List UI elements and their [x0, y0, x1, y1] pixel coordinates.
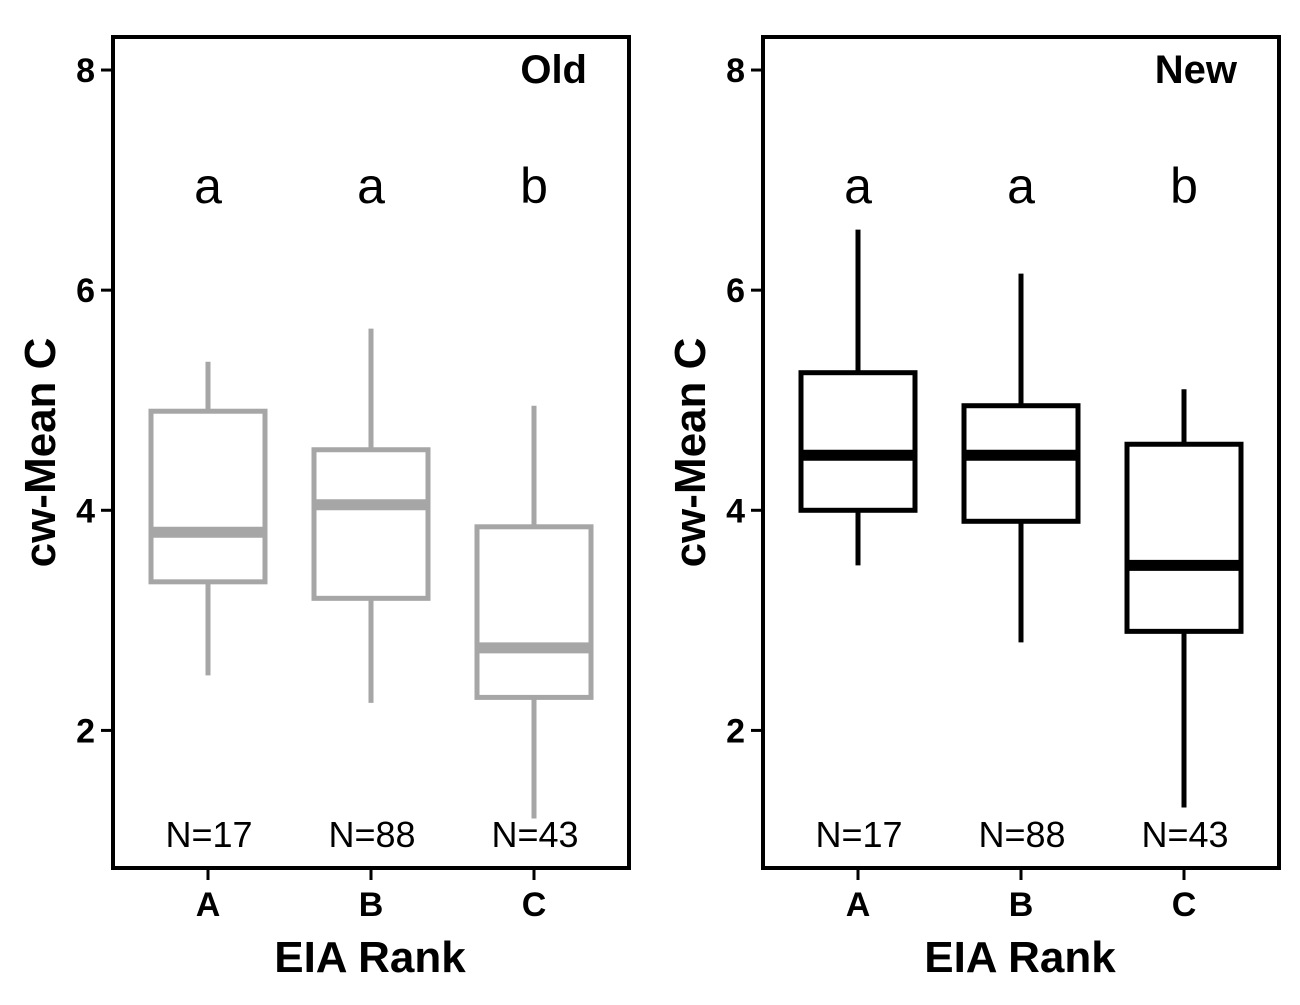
panel-title: New: [1155, 48, 1238, 92]
iqr-box: [961, 403, 1081, 524]
x-tick-label: B: [1009, 886, 1034, 924]
sample-size-label: N=88: [328, 814, 415, 855]
box-B: Ba N=88: [311, 158, 431, 924]
sample-size-label: N=43: [491, 814, 578, 855]
y-axis-title: cw-Mean C: [666, 338, 715, 568]
group-letter: b: [1170, 158, 1198, 214]
x-tick-label: B: [359, 886, 384, 924]
box-C: Cb N=43: [1124, 158, 1244, 924]
chart-panel-2: 2 4 6 8 cw-Mean C EIA Rank New Aa N=17 Ba N=88 Cb N=…: [666, 35, 1281, 982]
y-tick-label: 2: [76, 712, 95, 750]
x-tick-label: A: [846, 886, 871, 924]
panel-title: Old: [520, 48, 587, 92]
iqr-box: [474, 524, 594, 700]
y-tick-label: 8: [726, 52, 745, 90]
box-C: Cb N=43: [474, 158, 594, 924]
group-letter: a: [357, 158, 385, 214]
sample-size-label: N=88: [978, 814, 1065, 855]
chart-panel-1: 2 4 6 8 cw-Mean C EIA Rank Old Aa N=17 Ba N=88 Cb N=…: [16, 35, 631, 982]
sample-size-label: N=17: [165, 814, 252, 855]
box-A: Aa N=17: [798, 158, 918, 924]
y-axis-title: cw-Mean C: [16, 338, 65, 568]
x-tick-label: C: [522, 886, 547, 924]
y-tick-label: 4: [76, 492, 95, 530]
y-tick-label: 6: [726, 272, 745, 310]
group-letter: a: [194, 158, 222, 214]
iqr-box: [798, 370, 918, 513]
box-B: Ba N=88: [961, 158, 1081, 924]
box-A: Aa N=17: [148, 158, 268, 924]
x-axis-title: EIA Rank: [274, 933, 466, 982]
group-letter: a: [844, 158, 872, 214]
y-tick-label: 2: [726, 712, 745, 750]
iqr-box: [1124, 441, 1244, 634]
sample-size-label: N=17: [815, 814, 902, 855]
y-tick-label: 6: [76, 272, 95, 310]
group-letter: b: [520, 158, 548, 214]
iqr-box: [311, 447, 431, 601]
y-tick-label: 8: [76, 52, 95, 90]
x-tick-label: A: [196, 886, 221, 924]
group-letter: a: [1007, 158, 1035, 214]
iqr-box: [148, 408, 268, 585]
y-tick-label: 4: [726, 492, 745, 530]
x-axis-title: EIA Rank: [924, 933, 1116, 982]
x-tick-label: C: [1172, 886, 1197, 924]
sample-size-label: N=43: [1141, 814, 1228, 855]
